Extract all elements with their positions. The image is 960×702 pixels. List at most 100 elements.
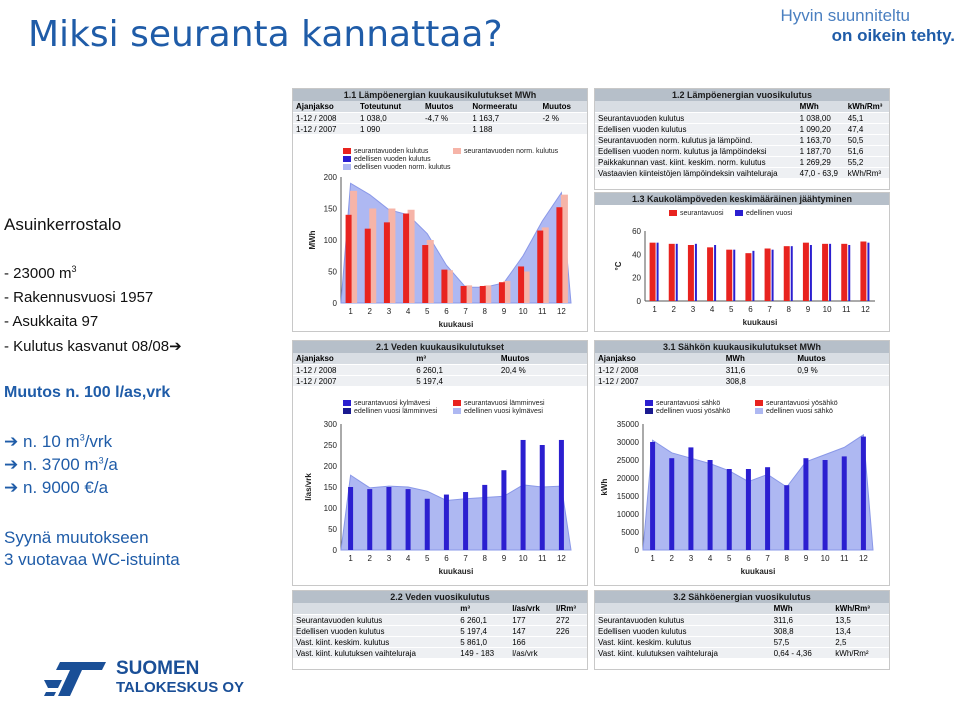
water-annual-table: m³ l/as/vrk l/Rm³ Seurantavuoden kulutus 6 … [293, 603, 587, 658]
x-tick-label: 7 [463, 554, 468, 563]
x-tick-label: 1 [348, 554, 353, 563]
x-tick-label: 12 [557, 554, 566, 563]
legend-item: edellinen vuosi sähkö [755, 408, 833, 415]
y-axis-label: kWh [600, 478, 609, 495]
cause-detail: 3 vuotavaa WC-istuinta [4, 550, 180, 569]
table-row: Seurantavuoden kulutus 1 038,00 45,1 [595, 112, 889, 124]
x-tick-label: 2 [670, 554, 675, 563]
bar-seurantavuosi-sähkö [707, 460, 713, 550]
bar-seurantavuoden-norm.-kulutus [445, 270, 453, 303]
bar-seurantavuoden-kulutus [403, 213, 410, 303]
bar-seurantavuosi-sähkö [650, 442, 656, 550]
x-tick-label: 2 [368, 554, 373, 563]
bar-seurantavuoden-kulutus [518, 266, 525, 303]
brand-slogan-line1: Hyvin suunniteltu [780, 6, 910, 25]
bar-seurantavuoden-norm.-kulutus [426, 240, 434, 303]
legend-item: seurantavuoden norm. kulutus [453, 148, 558, 155]
x-tick-label: 5 [729, 305, 734, 314]
company-logo-subtext: TALOKESKUS OY [116, 679, 245, 696]
y-tick-label: 60 [632, 227, 641, 236]
panel-district-cooling: 1.3 Kaukolämpöveden keskimääräinen jääht… [594, 192, 890, 332]
cause-label: Syynä muutokseen [4, 528, 149, 547]
y-tick-label: 50 [328, 525, 337, 534]
x-tick-label: 9 [502, 554, 507, 563]
bar-seurantavuoden-norm.-kulutus [560, 194, 568, 303]
table-row: Seurantavuoden kulutus 311,6 13,5 [595, 614, 889, 626]
x-tick-label: 11 [538, 554, 547, 563]
x-tick-label: 8 [787, 305, 792, 314]
table-row: Edellisen vuoden kulutus 308,8 13,4 [595, 625, 889, 637]
bar-seurantavuosi-sähkö [765, 467, 771, 550]
table-row: 1-12 / 2007 308,8 [595, 375, 889, 386]
bar-seurantavuosi [841, 243, 848, 301]
y-tick-label: 25000 [617, 456, 640, 465]
brand-slogan-line2: on oikein tehty. [831, 26, 955, 45]
y-tick-label: 10000 [617, 510, 640, 519]
x-axis-label: kuukausi [439, 320, 474, 329]
bar-seurantavuosi [745, 253, 752, 301]
legend-item: seurantavuosi kylmävesi [343, 400, 430, 407]
table-row: Vast. kiint. kulutuksen vaihteluraja 149 … [293, 647, 587, 658]
y-tick-label: 50 [328, 268, 337, 277]
y-tick-label: 0 [333, 299, 338, 308]
x-tick-label: 2 [368, 307, 373, 316]
bar-seurantavuoden-kulutus [364, 228, 371, 303]
y-tick-label: 200 [324, 173, 338, 182]
bar-seurantavuoden-norm.-kulutus [369, 208, 377, 303]
y-tick-label: 200 [324, 462, 338, 471]
bar-seurantavuosi-kylmävesi [482, 484, 488, 550]
x-tick-label: 4 [406, 554, 411, 563]
table-row: 1-12 / 2007 1 090 1 188 [293, 123, 587, 134]
electricity-monthly-table: Ajanjakso MWh Muutos 1-12 / 2008 311,6 0,9 %… [595, 353, 889, 386]
bullet-consumption-increase: - Kulutus kasvanut 08/08➔ [4, 338, 182, 355]
bar-edellinen-vuosi [752, 250, 755, 301]
bar-edellinen-vuosi [867, 242, 870, 301]
bar-seurantavuosi-kylmävesi [539, 445, 545, 550]
x-tick-label: 7 [767, 305, 772, 314]
bar-seurantavuoden-kulutus [479, 285, 486, 303]
legend-item: seurantavuoden kulutus [343, 148, 428, 155]
bar-seurantavuosi-sähkö [669, 458, 675, 550]
y-tick-label: 15000 [617, 492, 640, 501]
x-tick-label: 6 [748, 305, 753, 314]
x-tick-label: 11 [842, 305, 851, 314]
y-tick-label: 40 [632, 250, 641, 259]
x-tick-label: 4 [710, 305, 715, 314]
panel-title: 2.1 Veden kuukausikulutukset [293, 341, 587, 353]
table-row: 1-12 / 2007 5 197,4 [293, 375, 587, 386]
table-row: Edellisen vuoden kulutus 1 090,20 47,4 [595, 123, 889, 135]
bar-seurantavuoden-kulutus [537, 230, 544, 303]
bar-seurantavuosi-sähkö [726, 469, 732, 550]
legend-item: edellinen vuosi kylmävesi [453, 408, 543, 415]
x-tick-label: 10 [823, 305, 832, 314]
bar-edellinen-vuosi [829, 243, 832, 301]
bar-seurantavuosi-kylmävesi [386, 487, 392, 550]
bar-seurantavuoden-kulutus [556, 207, 563, 303]
panel-heat-annual: 1.2 Lämpöenergian vuosikulutus MWh kWh/Rm… [594, 88, 890, 190]
table-row: Seurantavuoden kulutus 6 260,1 177 272 [293, 614, 587, 626]
table-row: Seurantavuoden norm. kulutus ja lämpöind… [595, 134, 889, 146]
x-tick-label: 3 [387, 554, 392, 563]
legend-item: edellinen vuosi yösähkö [645, 408, 730, 415]
bar-edellinen-vuosi [675, 243, 678, 301]
result-per-year-volume: ➔ n. 3700 m3/a [4, 455, 118, 474]
bar-seurantavuoden-kulutus [345, 214, 352, 303]
bar-seurantavuosi [822, 243, 829, 301]
x-tick-label: 10 [519, 554, 528, 563]
x-tick-label: 10 [519, 307, 528, 316]
table-row: 1-12 / 2008 311,6 0,9 % [595, 364, 889, 376]
bar-seurantavuosi-kylmävesi [424, 498, 430, 550]
bar-seurantavuosi-sähkö [860, 436, 866, 550]
y-tick-label: 20000 [617, 474, 640, 483]
arrow-right-icon: ➔ [4, 432, 19, 451]
panel-water-monthly: 2.1 Veden kuukausikulutukset Ajanjakso m³… [292, 340, 588, 586]
table-row: Vast. kiint. keskim. kulutus 57,5 2,5 [595, 636, 889, 648]
bar-seurantavuosi-sähkö [745, 469, 751, 550]
x-tick-label: 1 [348, 307, 353, 316]
bar-seurantavuosi-kylmävesi [463, 492, 469, 550]
company-logo-text: SUOMEN [116, 658, 200, 679]
x-tick-label: 6 [444, 554, 449, 563]
bar-seurantavuoden-kulutus [383, 222, 390, 303]
table-row: 1-12 / 2008 1 038,0 -4,7 % 1 163,7 -2 % [293, 112, 587, 124]
